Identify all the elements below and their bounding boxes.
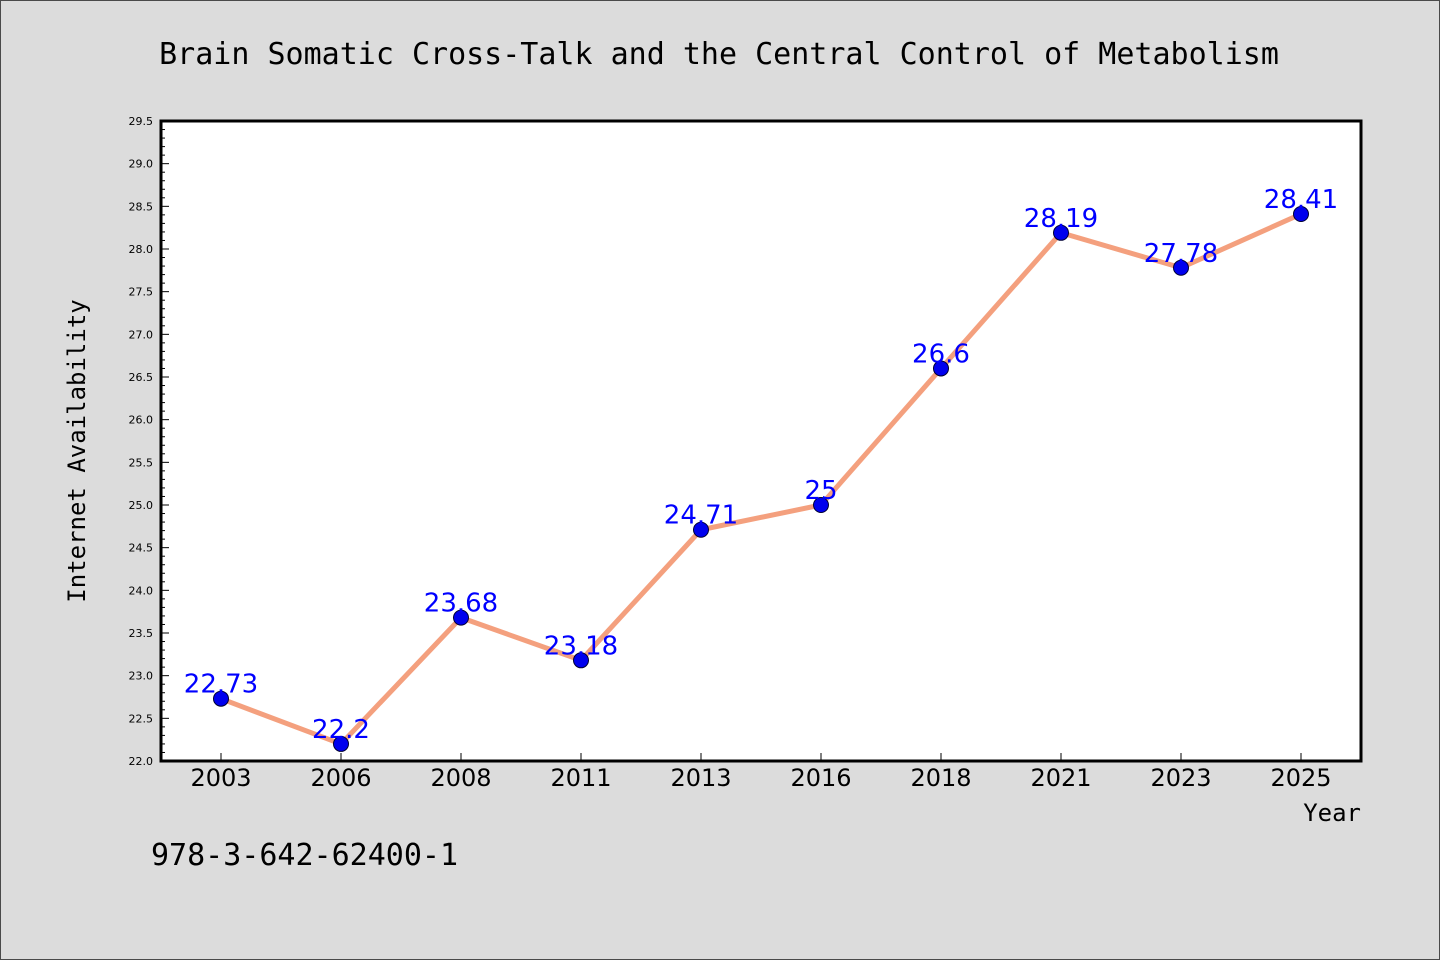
data-point (1053, 224, 1069, 241)
data-label: 24.71 (664, 501, 738, 531)
x-axis-label: Year (1303, 799, 1361, 827)
y-tick-label: 23.5 (129, 627, 154, 640)
x-tick-label: 2013 (670, 764, 731, 792)
data-label: 22.73 (184, 670, 258, 700)
chart-title: Brain Somatic Cross-Talk and the Central… (159, 37, 1279, 72)
data-point (333, 735, 349, 752)
data-label: 28.19 (1024, 204, 1098, 234)
data-point (453, 609, 469, 626)
y-tick-label: 26.5 (129, 371, 154, 384)
y-tick-label: 25.0 (129, 499, 154, 512)
y-tick-label: 24.5 (129, 542, 154, 555)
footnote-isbn: 978-3-642-62400-1 (151, 838, 458, 873)
y-tick-label: 27.5 (129, 286, 154, 299)
data-point (933, 360, 949, 377)
x-tick-label: 2016 (790, 764, 851, 792)
y-tick-label: 22.0 (129, 755, 154, 768)
y-tick-label: 29.0 (129, 158, 154, 171)
plot-area (159, 119, 1363, 763)
x-tick-label: 2018 (910, 764, 971, 792)
y-tick-label: 27.0 (129, 328, 154, 341)
data-label: 23.68 (424, 589, 498, 619)
y-tick-label: 22.5 (129, 712, 154, 725)
data-label: 25 (804, 476, 837, 506)
x-tick-label: 2011 (550, 764, 611, 792)
y-tick-label: 28.5 (129, 200, 154, 213)
data-label: 26.6 (912, 339, 970, 369)
x-tick-label: 2008 (430, 764, 491, 792)
x-tick-label: 2006 (310, 764, 371, 792)
data-point (573, 652, 589, 669)
data-point (693, 521, 709, 538)
data-label: 28.41 (1264, 185, 1338, 215)
x-tick-label: 2023 (1150, 764, 1211, 792)
data-point (1173, 259, 1189, 276)
x-tick-label: 2021 (1030, 764, 1091, 792)
data-label: 22.2 (312, 715, 370, 745)
data-point (813, 497, 829, 513)
y-tick-label: 28.0 (129, 243, 154, 256)
y-tick-label: 29.5 (129, 115, 154, 128)
y-axis: 22.0 22.5 23.0 23.5 24.0 24.5 25.0 25.5 26.0 26.5… (129, 115, 169, 768)
data-label: 27.78 (1144, 239, 1218, 269)
series-line (218, 211, 1304, 747)
data-point (213, 690, 229, 707)
x-tick-label: 2025 (1270, 764, 1331, 792)
y-tick-label: 23.0 (129, 670, 154, 683)
series-markers (213, 206, 1309, 752)
x-tick-label: 2003 (190, 764, 251, 792)
data-label: 23.18 (544, 631, 618, 661)
y-tick-label: 25.5 (129, 456, 154, 469)
data-labels: 22.73 22.2 23.68 23.18 24.71 25 26.6 28.19 27.78… (184, 185, 1338, 745)
y-tick-label: 26.0 (129, 414, 154, 427)
data-point (1293, 206, 1309, 223)
x-axis: 2003 2006 2008 2011 2013 2016 2018 2021 2023 2025 (190, 753, 1332, 792)
y-tick-label: 24.0 (129, 584, 154, 597)
y-axis-label: Internet Availability (63, 299, 91, 602)
